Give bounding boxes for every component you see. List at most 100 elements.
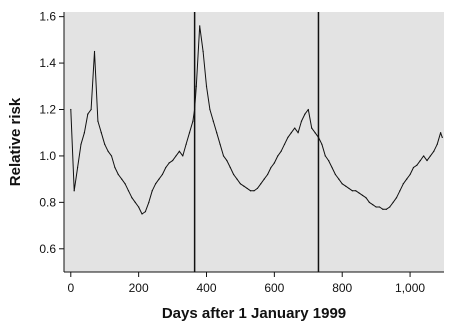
data-point	[222, 155, 225, 157]
data-point	[266, 173, 269, 176]
data-point	[212, 120, 214, 122]
data-point	[158, 178, 160, 180]
data-point	[124, 183, 126, 185]
data-point	[311, 127, 313, 129]
data-point	[73, 190, 75, 192]
data-point	[441, 136, 443, 138]
data-point	[165, 166, 167, 169]
data-point	[83, 132, 85, 134]
data-point	[307, 108, 309, 111]
data-point	[250, 190, 252, 192]
data-point	[110, 155, 113, 157]
data-point	[131, 197, 133, 199]
series-line-1	[70, 25, 443, 215]
data-point	[151, 190, 153, 192]
data-point	[185, 143, 187, 145]
data-point	[419, 159, 421, 162]
data-point	[70, 108, 72, 111]
data-point	[378, 206, 381, 208]
data-point	[233, 173, 235, 176]
data-point	[219, 143, 221, 145]
data-point	[341, 183, 343, 185]
data-point	[202, 50, 204, 53]
data-point	[216, 132, 218, 134]
data-point	[348, 187, 350, 190]
data-point	[328, 159, 330, 162]
y-tick-label: 0.6	[39, 242, 56, 256]
data-point	[402, 183, 404, 185]
x-tick-label: 1,000	[395, 281, 425, 295]
data-point	[409, 173, 411, 176]
x-tick-label: 400	[196, 281, 216, 295]
data-point	[192, 120, 194, 122]
data-point	[368, 201, 370, 203]
data-point	[423, 155, 425, 157]
data-point	[114, 166, 116, 169]
data-point	[277, 155, 279, 157]
plot-background	[64, 12, 444, 272]
data-point	[433, 150, 435, 152]
data-point	[280, 150, 282, 152]
x-tick-label: 800	[332, 281, 352, 295]
data-point	[168, 162, 170, 164]
x-tick-label: 600	[264, 281, 284, 295]
data-point	[97, 120, 99, 122]
data-point	[246, 187, 248, 190]
data-point	[182, 155, 184, 157]
data-point	[134, 201, 136, 203]
y-tick-label: 1.4	[39, 56, 56, 70]
data-point	[253, 190, 255, 192]
data-point	[195, 85, 197, 87]
data-point	[297, 132, 299, 134]
data-point	[236, 178, 238, 180]
data-point	[358, 192, 360, 194]
data-point	[300, 120, 303, 122]
data-point	[256, 187, 258, 190]
data-point	[440, 132, 442, 134]
data-point	[395, 197, 398, 199]
data-point	[290, 132, 292, 134]
data-point	[324, 155, 326, 157]
data-point	[161, 173, 163, 176]
data-point	[385, 208, 387, 210]
data-point	[209, 108, 211, 111]
data-point	[171, 159, 174, 162]
data-point	[175, 155, 177, 157]
data-point	[100, 132, 102, 134]
data-point	[263, 178, 265, 180]
data-point	[412, 166, 415, 169]
data-point	[226, 159, 228, 162]
data-point	[273, 162, 275, 164]
y-axis-title: Relative risk	[7, 97, 24, 186]
y-tick-label: 1.2	[39, 103, 56, 117]
data-point	[239, 183, 242, 185]
data-point	[351, 190, 353, 192]
data-point	[331, 166, 333, 169]
data-point	[76, 166, 79, 169]
data-point	[375, 206, 377, 208]
data-point	[355, 190, 357, 192]
data-point	[317, 136, 320, 138]
data-point	[399, 190, 401, 192]
data-point	[87, 113, 89, 115]
data-point	[138, 206, 140, 208]
data-point	[314, 132, 316, 134]
data-point	[90, 108, 92, 111]
data-point	[294, 127, 296, 129]
x-tick-label: 200	[129, 281, 149, 295]
data-point	[389, 206, 391, 208]
data-point	[270, 166, 272, 169]
data-point	[436, 143, 438, 145]
data-point	[283, 143, 286, 145]
data-point	[121, 178, 123, 180]
data-point	[406, 178, 408, 180]
data-point	[117, 173, 119, 176]
data-point	[199, 25, 201, 27]
data-point	[144, 211, 147, 213]
data-point	[107, 150, 109, 152]
y-tick-label: 0.8	[39, 195, 56, 209]
data-point	[243, 185, 245, 187]
data-point	[338, 178, 340, 180]
data-point	[345, 185, 347, 187]
